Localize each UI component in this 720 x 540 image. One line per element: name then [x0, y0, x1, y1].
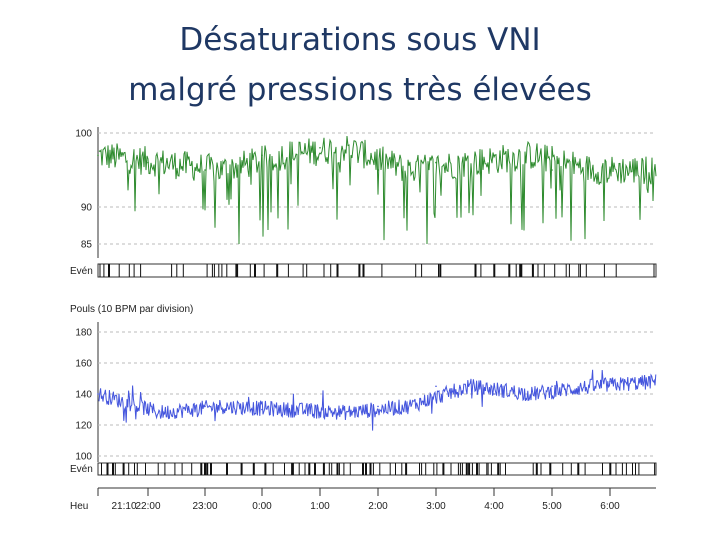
pulse-series-line: [98, 369, 657, 431]
time-tick-label: 23:00: [192, 501, 217, 512]
spo2-data-point: [493, 154, 495, 156]
pulse-events-label: Evén: [70, 464, 93, 475]
spo2-data-point: [261, 154, 263, 156]
pulse-data-point: [319, 411, 321, 414]
pulse-y-tick-label: 120: [75, 421, 92, 432]
pulse-y-tick-label: 160: [75, 359, 92, 370]
pulse-data-point: [204, 405, 206, 408]
time-tick-label: 21:10: [111, 501, 136, 512]
spo2-data-point: [319, 147, 321, 149]
spo2-data-point: [435, 161, 437, 164]
pulse-data-point: [377, 405, 379, 408]
time-tick-label: 5:00: [542, 501, 562, 512]
spo2-data-point: [377, 169, 379, 171]
time-tick-label: 1:00: [310, 501, 330, 512]
slide-title-line2: malgré pressions très élevées: [128, 72, 592, 108]
spo2-y-tick-label: 100: [75, 129, 92, 140]
spo2-y-tick-label: 85: [81, 240, 93, 251]
pulse-data-point: [435, 385, 437, 388]
time-tick-label: 4:00: [484, 501, 504, 512]
spo2-panel: 100 90 85: [75, 127, 657, 258]
time-tick-label: 2:00: [368, 501, 388, 512]
time-tick-label: 0:00: [252, 501, 272, 512]
spo2-data-point: [147, 161, 149, 164]
pulse-data-point: [97, 393, 99, 395]
pulse-events-strip: Evén: [70, 462, 657, 476]
pulse-data-point: [609, 380, 611, 383]
time-tick-label: 22:00: [135, 501, 160, 512]
pulse-data-point: [261, 408, 263, 411]
pulse-data-point: [147, 411, 149, 414]
pulse-data-point: [493, 393, 495, 395]
spo2-events-frame: [97, 263, 657, 278]
time-tick-label: 6:00: [600, 501, 620, 512]
slide-title-line1: Désaturations sous VNI: [179, 22, 541, 58]
time-axis-label: Heu: [70, 501, 88, 512]
spo2-series-line: [98, 135, 657, 245]
pulse-events-frame: [97, 462, 657, 476]
time-tick-label: 3:00: [426, 501, 446, 512]
pulse-y-tick-label: 100: [75, 452, 92, 463]
pulse-panel-title: Pouls (10 BPM par division): [70, 304, 193, 315]
pulse-y-tick-label: 180: [75, 328, 92, 339]
pulse-data-point: [551, 385, 553, 388]
spo2-data-point: [609, 169, 611, 171]
spo2-data-point: [551, 169, 553, 171]
spo2-y-tick-label: 90: [81, 203, 93, 214]
pulse-panel: Pouls (10 BPM par division) 180 160 140 120…: [70, 304, 657, 463]
pulse-y-tick-label: 140: [75, 390, 92, 401]
spo2-events-strip: Evén: [70, 263, 657, 278]
spo2-events-label: Evén: [70, 266, 93, 277]
spo2-data-point: [204, 169, 206, 171]
spo2-data-point: [97, 154, 99, 156]
